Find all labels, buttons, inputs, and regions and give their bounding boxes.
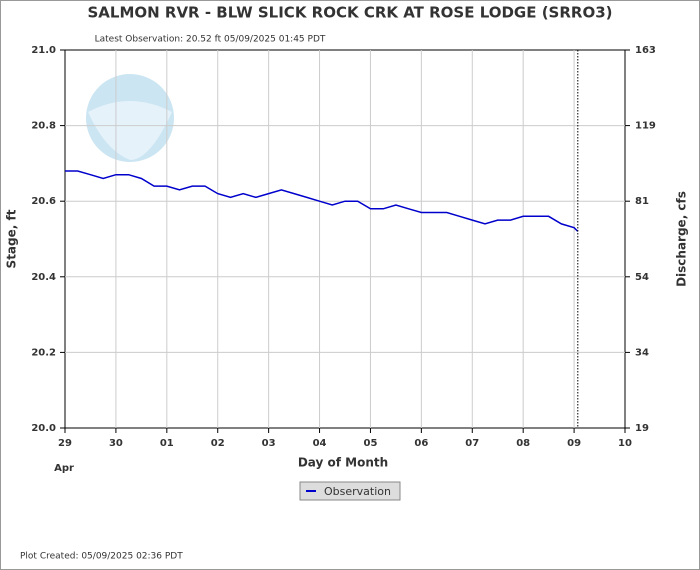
x-sublabel: Apr: [54, 463, 74, 474]
footer: Plot Created: 05/09/2025 02:36 PDT: [20, 552, 183, 562]
legend-box: [299, 481, 401, 501]
plot-frame: [64, 49, 626, 429]
data-line: [65, 170, 579, 232]
x-tick-label: 01: [160, 438, 174, 449]
y2-tick-label: 119: [635, 121, 656, 132]
y2-tick-label: 34: [635, 347, 649, 358]
noaa-logo: [86, 74, 174, 162]
x-axis-label: Day of Month: [298, 456, 388, 470]
x-tick-label: 29: [58, 438, 72, 449]
y-tick-label: 21.0: [31, 45, 56, 56]
x-tick-label: 10: [618, 438, 632, 449]
y-tick-label: 20.4: [31, 272, 56, 283]
x-tick-label: 04: [313, 438, 327, 449]
y-axis-label: Stage, ft: [5, 209, 19, 268]
y2-tick-label: 54: [635, 272, 649, 283]
legend-label: Observation: [324, 485, 391, 498]
x-tick-label: 06: [414, 438, 428, 449]
y2-tick-label: 81: [635, 196, 649, 207]
y-tick-label: 20.2: [31, 347, 56, 358]
chart-title: SALMON RVR - BLW SLICK ROCK CRK AT ROSE …: [87, 4, 612, 22]
x-tick-label: 09: [567, 438, 581, 449]
y-tick-label: 20.6: [31, 196, 56, 207]
x-tick-label: 08: [516, 438, 530, 449]
x-tick-label: 03: [262, 438, 276, 449]
x-tick-label: 07: [465, 438, 479, 449]
subtitle: Latest Observation: 20.52 ft 05/09/2025 …: [95, 35, 326, 45]
y-tick-label: 20.8: [31, 121, 56, 132]
y2-axis-label: Discharge, cfs: [675, 191, 689, 287]
x-tick-label: 02: [211, 438, 225, 449]
y-tick-label: 20.0: [31, 423, 56, 434]
x-tick-label: 05: [363, 438, 377, 449]
y2-tick-label: 19: [635, 423, 649, 434]
y2-tick-label: 163: [635, 45, 656, 56]
x-tick-label: 30: [109, 438, 123, 449]
